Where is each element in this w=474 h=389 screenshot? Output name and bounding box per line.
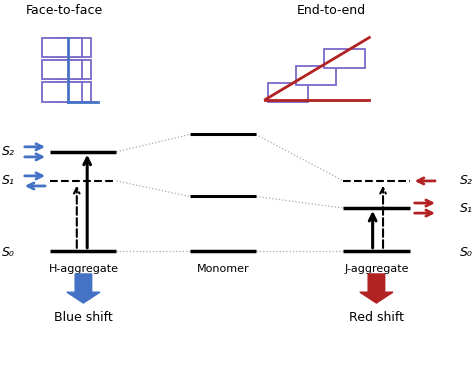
Bar — [268, 83, 308, 102]
Bar — [51, 37, 91, 57]
Text: S₁: S₁ — [1, 174, 15, 187]
FancyArrow shape — [67, 274, 100, 303]
Bar — [51, 82, 91, 102]
Text: Red shift: Red shift — [349, 311, 404, 324]
Bar — [296, 66, 336, 85]
Text: Face-to-face: Face-to-face — [26, 4, 103, 17]
Text: End-to-end: End-to-end — [297, 4, 366, 17]
Text: S₀: S₀ — [1, 246, 15, 259]
Bar — [324, 49, 365, 68]
Bar — [51, 60, 91, 79]
FancyArrow shape — [360, 274, 393, 303]
Text: S₂: S₂ — [1, 145, 15, 158]
Text: Blue shift: Blue shift — [54, 311, 113, 324]
Bar — [42, 82, 82, 102]
Text: S₀: S₀ — [459, 246, 473, 259]
Bar — [42, 60, 82, 79]
Text: J-aggregate: J-aggregate — [344, 264, 409, 274]
Bar — [42, 37, 82, 57]
Text: S₂: S₂ — [459, 174, 473, 187]
Text: S₁: S₁ — [459, 202, 473, 215]
Text: H-aggregate: H-aggregate — [48, 264, 119, 274]
Text: Monomer: Monomer — [197, 264, 249, 274]
